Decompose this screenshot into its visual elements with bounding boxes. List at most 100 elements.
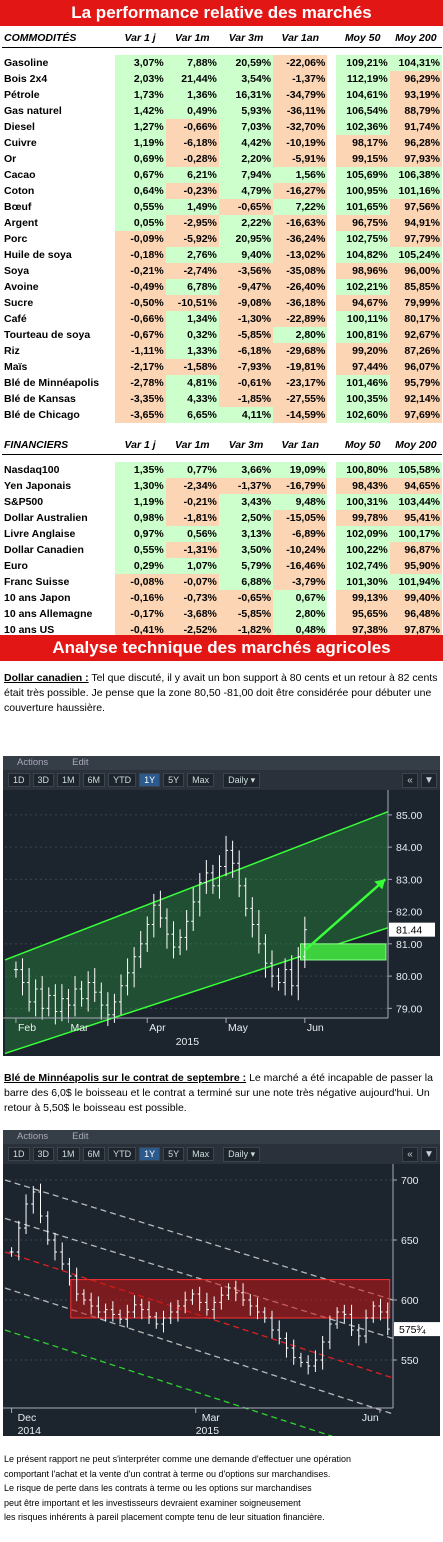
cell-value: 3,66%	[218, 462, 274, 478]
row-label: Avoine	[4, 281, 39, 293]
row-label: Euro	[4, 560, 28, 572]
table-row: Livre Anglaise 0,97% 0,56% 3,13% -6,89% 102,0…	[2, 526, 442, 542]
mw-text: Le marché a été incapable de passer la b…	[4, 1072, 433, 1114]
cell-value: 0,49%	[165, 103, 219, 119]
cell-value: -36,11%	[273, 103, 328, 119]
row-label: Argent	[4, 217, 38, 229]
row-label: Sucre	[4, 297, 34, 309]
cell-value: 7,88%	[165, 55, 219, 71]
cell-value: 99,15%	[335, 151, 390, 167]
col-header: Var 1m	[165, 29, 219, 48]
chart-toolbar: 1D 3D 1M 6M YTD 1Y 5Y Max Daily ▾ «▼	[3, 1144, 440, 1164]
table-row: Franc Suisse -0,08% -0,07% 6,88% -3,79% 101,3…	[2, 574, 442, 590]
range-button[interactable]: 1D	[8, 1147, 30, 1161]
cell-value: 102,36%	[335, 119, 390, 135]
row-label: Gas naturel	[4, 105, 62, 117]
cell-value: 101,94%	[389, 574, 442, 590]
triangle-down-icon[interactable]: ▼	[421, 772, 437, 788]
cell-value: 6,78%	[165, 279, 219, 295]
range-button[interactable]: YTD	[108, 773, 137, 787]
row-label: Cacao	[4, 169, 36, 181]
interval-dropdown[interactable]: Daily ▾	[223, 772, 261, 788]
range-button[interactable]: 1D	[8, 773, 30, 787]
cell-value: -9,08%	[218, 295, 274, 311]
cell-value: 96,29%	[389, 71, 442, 87]
cell-value: -16,46%	[273, 558, 328, 574]
chart-menu-item[interactable]: Actions	[17, 757, 49, 768]
cell-value: 0,56%	[165, 526, 219, 542]
cell-value: 80,17%	[389, 311, 442, 327]
cell-value: 1,73%	[114, 87, 166, 103]
range-button[interactable]: 5Y	[163, 1147, 185, 1161]
table-row: Soya -0,21% -2,74% -3,56% -35,08% 98,96% 96,00…	[2, 263, 442, 279]
cell-value: 1,56%	[273, 167, 328, 183]
cell-value: 105,24%	[389, 247, 442, 263]
range-button[interactable]: Max	[187, 1147, 215, 1161]
cell-value: 0,32%	[165, 327, 219, 343]
x-tick-label: Jun	[362, 1412, 379, 1424]
range-button[interactable]: 5Y	[163, 773, 185, 787]
chart-menu-item[interactable]: Actions	[17, 1131, 49, 1142]
col-header: Moy 200	[389, 436, 442, 455]
cell-value: 100,31%	[335, 494, 390, 510]
y-tick-label: 84.00	[396, 842, 422, 854]
trend-channel	[5, 811, 388, 1054]
cell-value: -3,68%	[165, 606, 219, 622]
x-tick-label: Mar	[70, 1022, 89, 1034]
range-button[interactable]: Max	[187, 773, 215, 787]
range-button[interactable]: 3D	[32, 773, 55, 787]
range-button[interactable]: YTD	[108, 1147, 137, 1161]
triangle-down-icon[interactable]: ▼	[421, 1146, 437, 1162]
cell-value: -0,65%	[218, 590, 274, 606]
cell-value: 6,88%	[218, 574, 274, 590]
cell-value: 7,22%	[273, 199, 328, 215]
range-button[interactable]: 6M	[82, 773, 106, 787]
mw-chart: Actions Edit 1D 3D 1M 6M YTD 1Y 5Y Max Daily ▾ «▼ 55…	[3, 1130, 440, 1457]
chart-menu-item[interactable]: Edit	[72, 757, 89, 768]
range-button[interactable]: 1M	[57, 1147, 80, 1161]
cell-value: 104,82%	[335, 247, 390, 263]
cell-value: 0,64%	[114, 183, 166, 199]
range-button[interactable]: 6M	[82, 1147, 106, 1161]
range-button[interactable]: 1Y	[139, 773, 161, 787]
col-header: Var 3m	[218, 436, 274, 455]
x-tick-label: Dec	[18, 1412, 37, 1424]
range-button[interactable]: 3D	[32, 1147, 55, 1161]
cell-value: 112,19%	[335, 71, 390, 87]
row-label: Blé de Chicago	[4, 409, 80, 421]
double-chevron-left-icon[interactable]: «	[402, 1146, 418, 1162]
table-row: Dollar Canadien 0,55% -1,31% 3,50% -10,24% 10…	[2, 542, 442, 558]
cell-value: -0,50%	[114, 295, 166, 311]
chart-menu-bar: Actions Edit	[3, 1130, 440, 1144]
row-label: Bœuf	[4, 201, 32, 213]
cell-value: -6,18%	[165, 135, 219, 151]
col-header: Moy 50	[335, 436, 390, 455]
cell-value: 0,29%	[114, 558, 166, 574]
chart-menu-item[interactable]: Edit	[72, 1131, 89, 1142]
cell-value: 3,13%	[218, 526, 274, 542]
col-header: Moy 50	[335, 29, 390, 48]
cell-value: 93,19%	[389, 87, 442, 103]
range-button[interactable]: 1M	[57, 773, 80, 787]
cell-value: 4,81%	[165, 375, 219, 391]
cell-value: 99,20%	[335, 343, 390, 359]
table-row: Cuivre 1,19% -6,18% 4,42% -10,19% 98,17% 96,28…	[2, 135, 442, 151]
table-row: Café -0,66% 1,34% -1,30% -22,89% 100,11% 80,17…	[2, 311, 442, 327]
cell-value: -9,47%	[218, 279, 274, 295]
cell-value: 106,38%	[389, 167, 442, 183]
range-button[interactable]: 1Y	[139, 1147, 161, 1161]
double-chevron-left-icon[interactable]: «	[402, 772, 418, 788]
cell-value: 100,22%	[335, 542, 390, 558]
table-row: Pétrole 1,73% 1,36% 16,31% -34,79% 104,61% 93,…	[2, 87, 442, 103]
cell-value: 87,26%	[389, 343, 442, 359]
cell-value: 99,13%	[335, 590, 390, 606]
cell-value: -5,91%	[273, 151, 328, 167]
last-price-label: 81.44	[396, 925, 422, 937]
interval-dropdown[interactable]: Daily ▾	[223, 1146, 261, 1162]
cell-value: -2,34%	[165, 478, 219, 494]
cell-value: -34,79%	[273, 87, 328, 103]
x-tick-label: Jun	[307, 1022, 324, 1034]
cell-value: 95,41%	[389, 510, 442, 526]
resistance-zone	[70, 1279, 391, 1319]
cell-value: -2,17%	[114, 359, 166, 375]
